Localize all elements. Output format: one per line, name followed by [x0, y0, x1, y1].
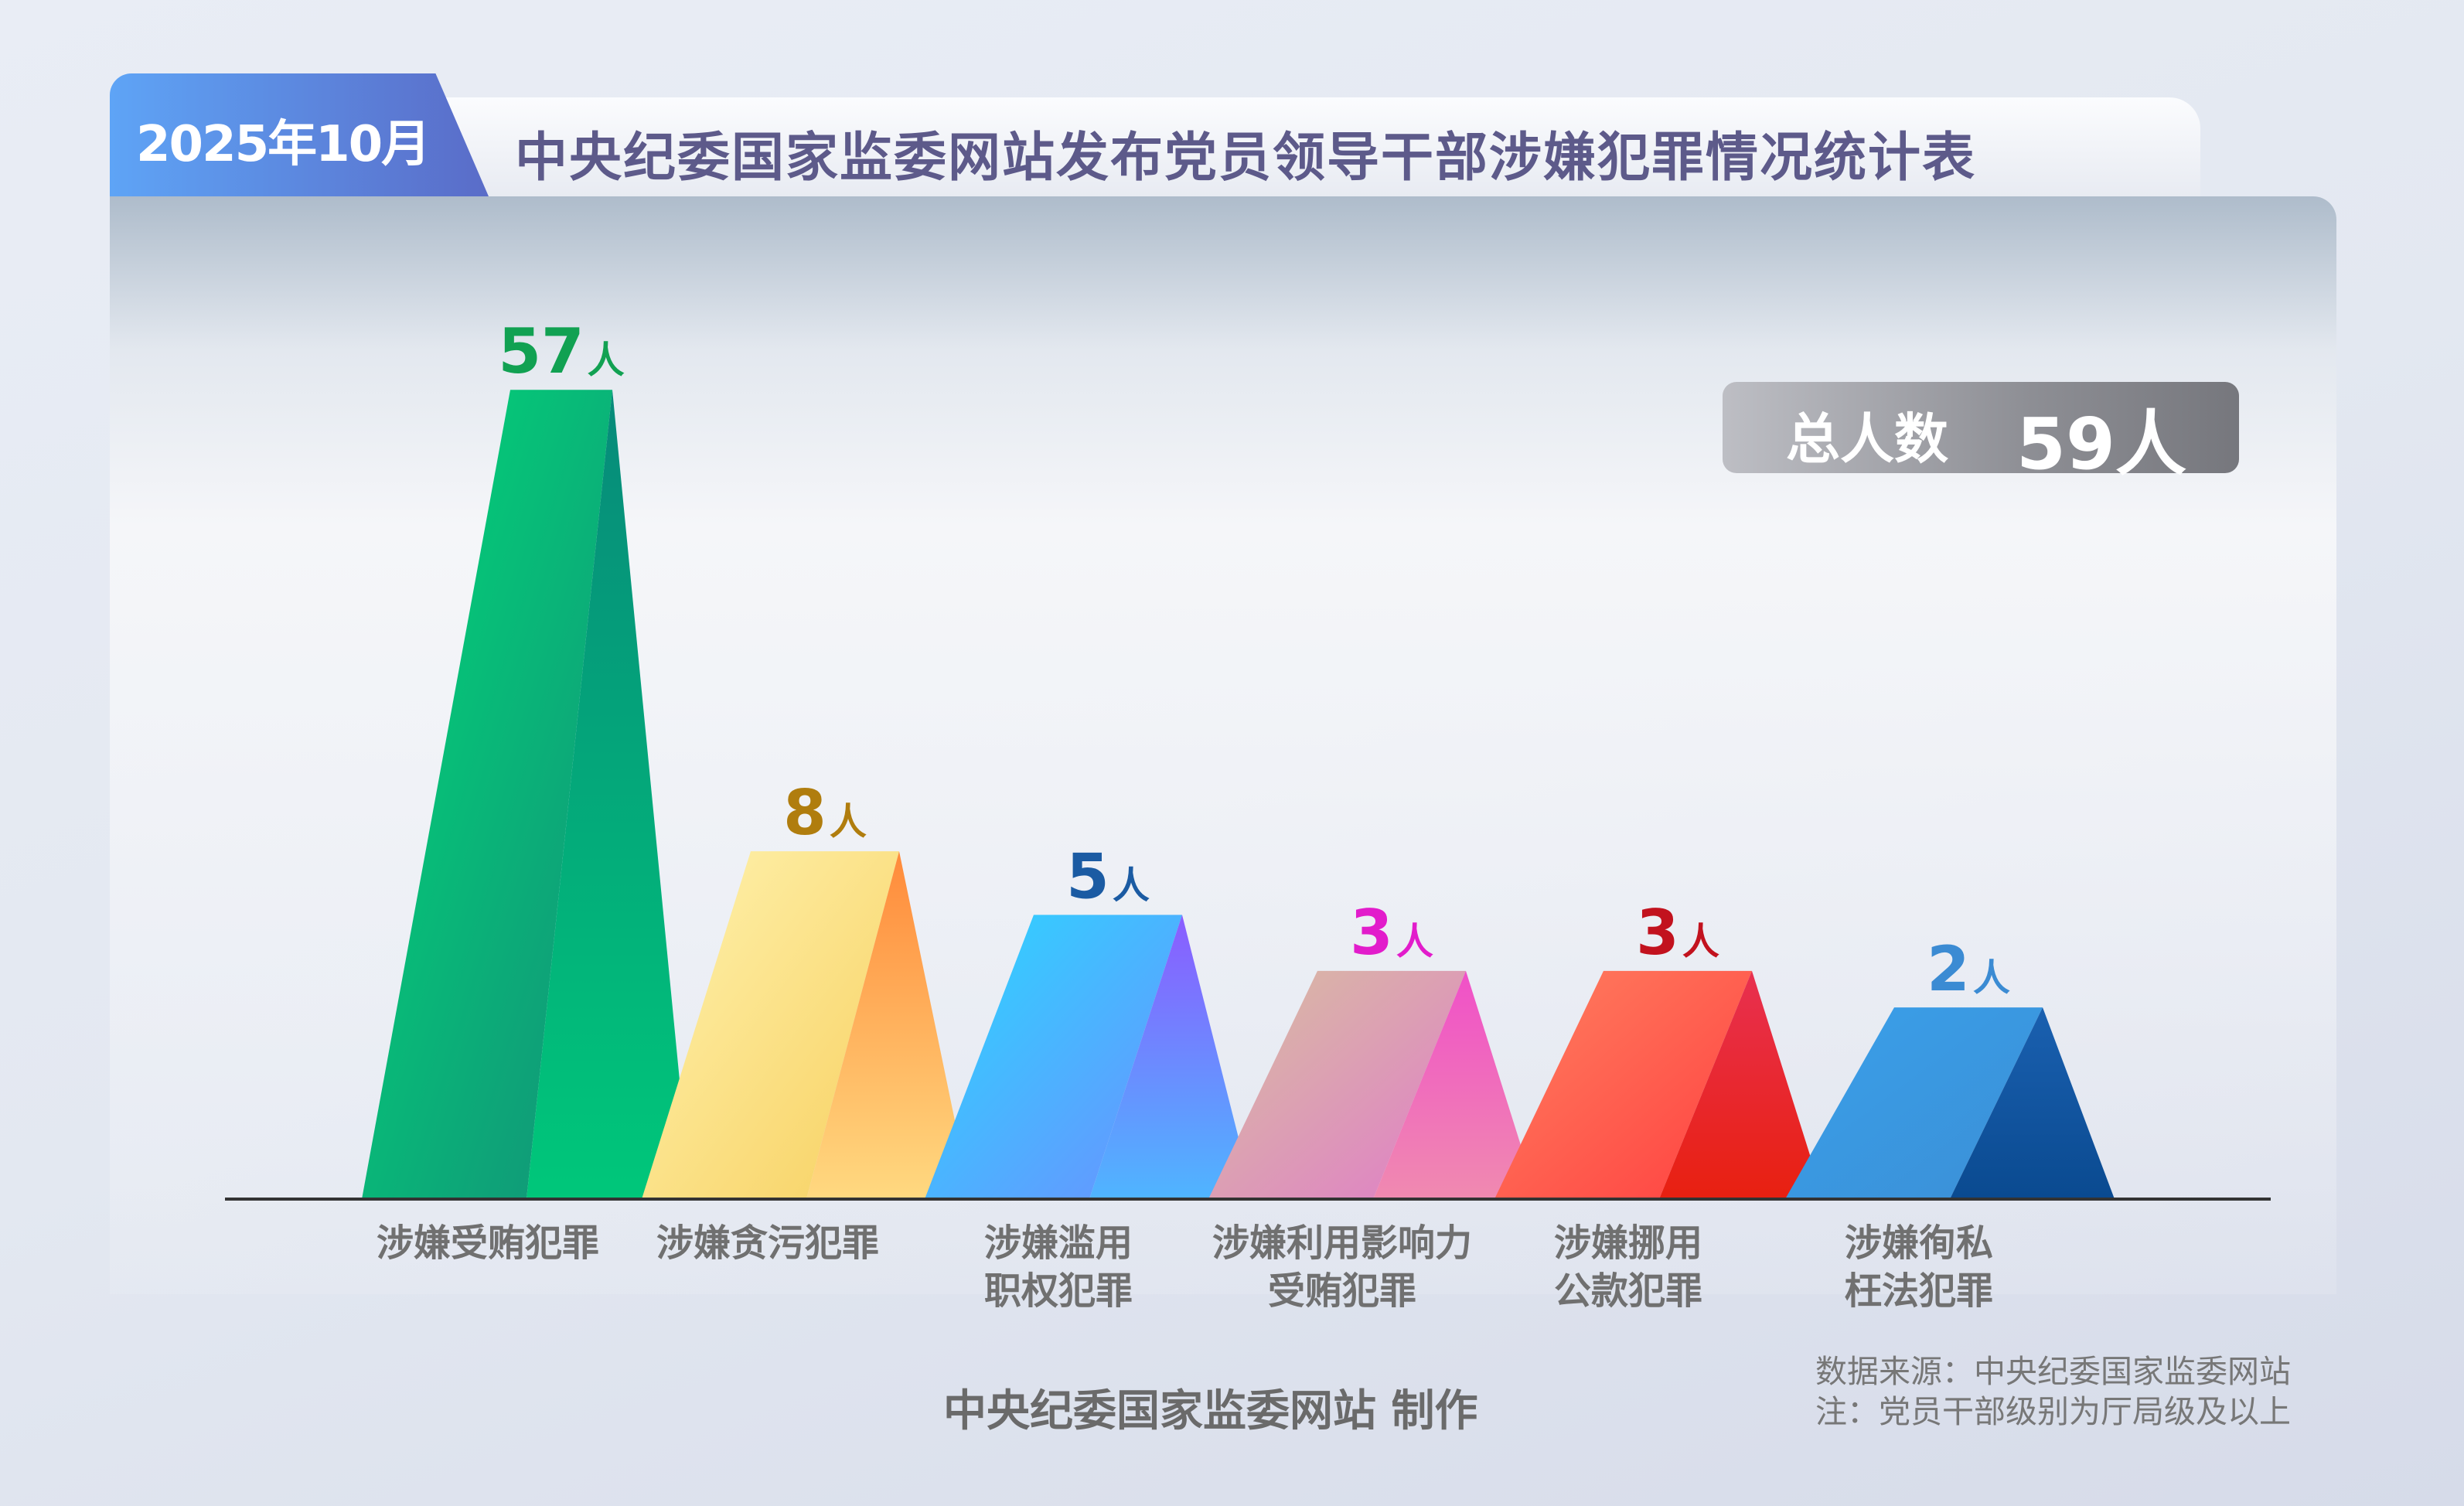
value-label: 5人 [1066, 840, 1150, 912]
bar-left-face [1208, 970, 1466, 1199]
bar-left-face [642, 851, 899, 1199]
category-label: 枉法犯罪 [1845, 1269, 1993, 1313]
total-label: 总人数 [1786, 407, 1948, 471]
chart-title: 中央纪委国家监委网站发布党员领导干部涉嫌犯罪情况统计表 [515, 128, 1977, 189]
total-value: 59人 [2016, 403, 2187, 486]
bar-right-face [1089, 915, 1254, 1199]
value-label: 2人 [1927, 933, 2010, 1005]
notes: 数据来源：中央纪委国家监委网站 注：党员干部级别为厅局级及以上 [1815, 1351, 2291, 1432]
category-label: 涉嫌利用影响力 [1212, 1221, 1472, 1265]
value-label: 3人 [1636, 897, 1719, 969]
category-label: 涉嫌滥用 [984, 1221, 1133, 1265]
value-label: 3人 [1350, 897, 1433, 969]
credit: 中央纪委国家监委网站 制作 [943, 1386, 1478, 1436]
bar-left-face [1494, 970, 1752, 1199]
title-bar: 中央纪委国家监委网站发布党员领导干部涉嫌犯罪情况统计表 [433, 97, 2200, 196]
value-label: 57人 [498, 315, 624, 387]
category-label: 受贿犯罪 [1268, 1269, 1416, 1313]
bar-left-face [362, 390, 612, 1199]
category-label: 涉嫌贪污犯罪 [656, 1221, 879, 1265]
bar-right-face [1950, 1007, 2115, 1199]
category-label: 涉嫌徇私 [1845, 1221, 1993, 1265]
bar-left-face [925, 915, 1182, 1199]
date-tab: 2025年10月 [110, 73, 489, 196]
source-note: 数据来源：中央纪委国家监委网站 [1815, 1353, 2291, 1390]
bar-right-face [1659, 970, 1824, 1199]
category-label: 涉嫌受贿犯罪 [377, 1221, 599, 1265]
total-badge: 总人数 59人 [1723, 382, 2239, 486]
level-note: 注：党员干部级别为厅局级及以上 [1815, 1393, 2291, 1430]
bar-right-face [527, 390, 691, 1199]
date-label: 2025年10月 [136, 116, 431, 173]
value-label: 8人 [783, 777, 867, 849]
category-label: 公款犯罪 [1554, 1269, 1702, 1313]
bar-left-face [1785, 1007, 2043, 1199]
bar-right-face [806, 851, 971, 1199]
category-label: 涉嫌挪用 [1554, 1221, 1702, 1265]
category-label: 职权犯罪 [984, 1269, 1133, 1313]
bar-right-face [1373, 970, 1538, 1199]
